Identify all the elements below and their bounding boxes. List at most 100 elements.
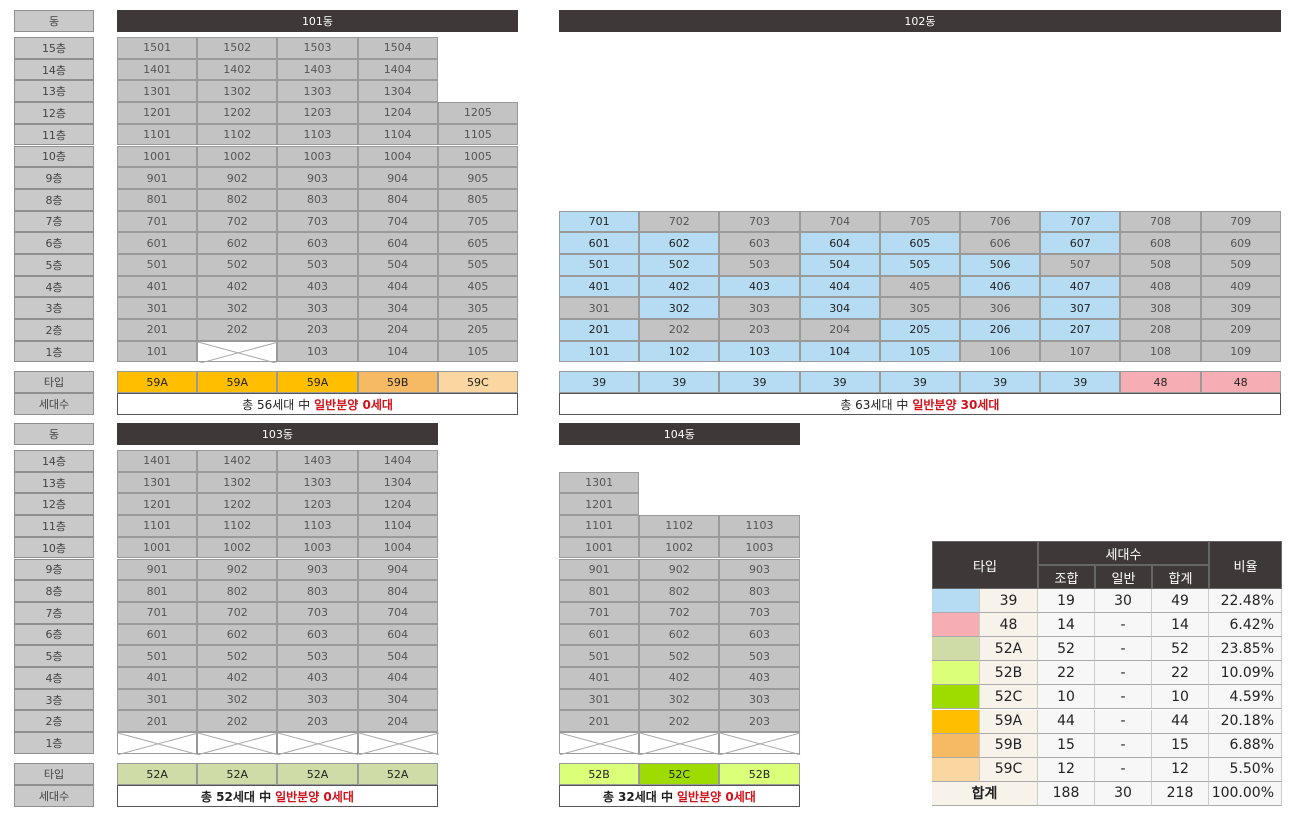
- unit-cell-general-sale[interactable]: 104: [799, 340, 880, 363]
- unit-cell[interactable]: 1401: [117, 450, 198, 472]
- unit-cell-general-sale[interactable]: 307: [1040, 297, 1121, 320]
- unit-cell[interactable]: 504: [357, 645, 438, 667]
- unit-cell-general-sale[interactable]: 502: [639, 254, 720, 276]
- unit-cell[interactable]: 403: [719, 667, 800, 689]
- unit-cell[interactable]: 1404: [357, 450, 438, 472]
- unit-cell[interactable]: 705: [879, 210, 960, 233]
- unit-cell[interactable]: 1201: [117, 493, 198, 516]
- unit-cell[interactable]: 201: [117, 710, 198, 733]
- unit-cell[interactable]: 1101: [117, 123, 198, 146]
- unit-cell-general-sale[interactable]: 201: [559, 319, 640, 341]
- unit-cell[interactable]: 703: [719, 210, 800, 233]
- unit-cell[interactable]: 204: [799, 319, 880, 341]
- unit-cell[interactable]: 302: [639, 688, 720, 711]
- unit-cell[interactable]: 704: [357, 210, 438, 233]
- unit-cell[interactable]: 1301: [559, 471, 640, 494]
- unit-cell[interactable]: 403: [277, 667, 358, 689]
- unit-cell[interactable]: 503: [719, 645, 800, 667]
- unit-cell[interactable]: 1204: [357, 102, 438, 124]
- unit-cell[interactable]: 502: [639, 645, 720, 667]
- unit-cell-general-sale[interactable]: 604: [799, 232, 880, 254]
- unit-cell[interactable]: 502: [197, 645, 278, 667]
- unit-cell[interactable]: 405: [879, 275, 960, 298]
- unit-cell[interactable]: 1104: [357, 515, 438, 537]
- unit-cell[interactable]: 1005: [437, 145, 518, 168]
- unit-cell[interactable]: 802: [197, 188, 278, 211]
- unit-cell[interactable]: 1203: [277, 102, 358, 124]
- unit-cell-general-sale[interactable]: 105: [879, 340, 960, 363]
- unit-cell[interactable]: 1003: [277, 536, 358, 559]
- unit-cell[interactable]: 702: [197, 601, 278, 624]
- unit-cell[interactable]: 402: [197, 275, 278, 298]
- unit-cell-general-sale[interactable]: 406: [960, 275, 1041, 298]
- unit-cell[interactable]: 302: [197, 688, 278, 711]
- unit-cell[interactable]: 1504: [357, 37, 438, 59]
- unit-cell-general-sale[interactable]: 103: [719, 340, 800, 363]
- unit-cell[interactable]: 804: [357, 580, 438, 602]
- unit-cell[interactable]: 903: [277, 558, 358, 581]
- unit-cell-general-sale[interactable]: 101: [559, 340, 640, 363]
- unit-cell[interactable]: 709: [1200, 210, 1281, 233]
- unit-cell[interactable]: 204: [357, 319, 438, 341]
- unit-cell[interactable]: 304: [357, 297, 438, 320]
- unit-cell[interactable]: 1502: [197, 37, 278, 59]
- unit-cell[interactable]: 405: [437, 275, 518, 298]
- unit-cell-general-sale[interactable]: 304: [799, 297, 880, 320]
- unit-cell[interactable]: 802: [197, 580, 278, 602]
- unit-cell[interactable]: 403: [277, 275, 358, 298]
- unit-cell[interactable]: 303: [719, 297, 800, 320]
- unit-cell[interactable]: 106: [960, 340, 1041, 363]
- unit-cell[interactable]: 702: [639, 210, 720, 233]
- unit-cell[interactable]: 1301: [117, 80, 198, 103]
- unit-cell[interactable]: 501: [117, 254, 198, 276]
- unit-cell[interactable]: 505: [437, 254, 518, 276]
- unit-cell[interactable]: 1302: [197, 80, 278, 103]
- unit-cell[interactable]: 801: [117, 580, 198, 602]
- unit-cell[interactable]: 401: [117, 275, 198, 298]
- unit-cell-general-sale[interactable]: 506: [960, 254, 1041, 276]
- unit-cell[interactable]: 305: [437, 297, 518, 320]
- unit-cell[interactable]: 609: [1200, 232, 1281, 254]
- unit-cell[interactable]: 805: [437, 188, 518, 211]
- unit-cell-general-sale[interactable]: 602: [639, 232, 720, 254]
- unit-cell[interactable]: 903: [277, 167, 358, 189]
- unit-cell[interactable]: 1303: [277, 471, 358, 494]
- unit-cell[interactable]: 1304: [357, 471, 438, 494]
- unit-cell[interactable]: 202: [197, 319, 278, 341]
- unit-cell[interactable]: 603: [719, 623, 800, 646]
- unit-cell-general-sale[interactable]: 407: [1040, 275, 1121, 298]
- unit-cell[interactable]: 109: [1200, 340, 1281, 363]
- unit-cell[interactable]: 509: [1200, 254, 1281, 276]
- unit-cell[interactable]: 301: [559, 688, 640, 711]
- unit-cell[interactable]: 1401: [117, 58, 198, 81]
- unit-cell[interactable]: 1201: [117, 102, 198, 124]
- unit-cell[interactable]: 602: [197, 232, 278, 254]
- unit-cell[interactable]: 401: [559, 667, 640, 689]
- unit-cell[interactable]: 401: [117, 667, 198, 689]
- unit-cell[interactable]: 1004: [357, 145, 438, 168]
- unit-cell[interactable]: 1201: [559, 493, 640, 516]
- unit-cell[interactable]: 209: [1200, 319, 1281, 341]
- unit-cell[interactable]: 702: [639, 601, 720, 624]
- unit-cell[interactable]: 801: [559, 580, 640, 602]
- unit-cell[interactable]: 503: [277, 254, 358, 276]
- unit-cell[interactable]: 1104: [357, 123, 438, 146]
- unit-cell[interactable]: 703: [277, 601, 358, 624]
- unit-cell[interactable]: 904: [357, 167, 438, 189]
- unit-cell[interactable]: 802: [639, 580, 720, 602]
- unit-cell[interactable]: 803: [719, 580, 800, 602]
- unit-cell[interactable]: 705: [437, 210, 518, 233]
- unit-cell-general-sale[interactable]: 607: [1040, 232, 1121, 254]
- unit-cell[interactable]: 901: [117, 558, 198, 581]
- unit-cell[interactable]: 903: [719, 558, 800, 581]
- unit-cell[interactable]: 1004: [357, 536, 438, 559]
- unit-cell[interactable]: 507: [1040, 254, 1121, 276]
- unit-cell-general-sale[interactable]: 402: [639, 275, 720, 298]
- unit-cell[interactable]: 404: [357, 667, 438, 689]
- unit-cell[interactable]: 1102: [197, 123, 278, 146]
- unit-cell[interactable]: 301: [117, 297, 198, 320]
- unit-cell[interactable]: 602: [197, 623, 278, 646]
- unit-cell-general-sale[interactable]: 504: [799, 254, 880, 276]
- unit-cell[interactable]: 1204: [357, 493, 438, 516]
- unit-cell-general-sale[interactable]: 102: [639, 340, 720, 363]
